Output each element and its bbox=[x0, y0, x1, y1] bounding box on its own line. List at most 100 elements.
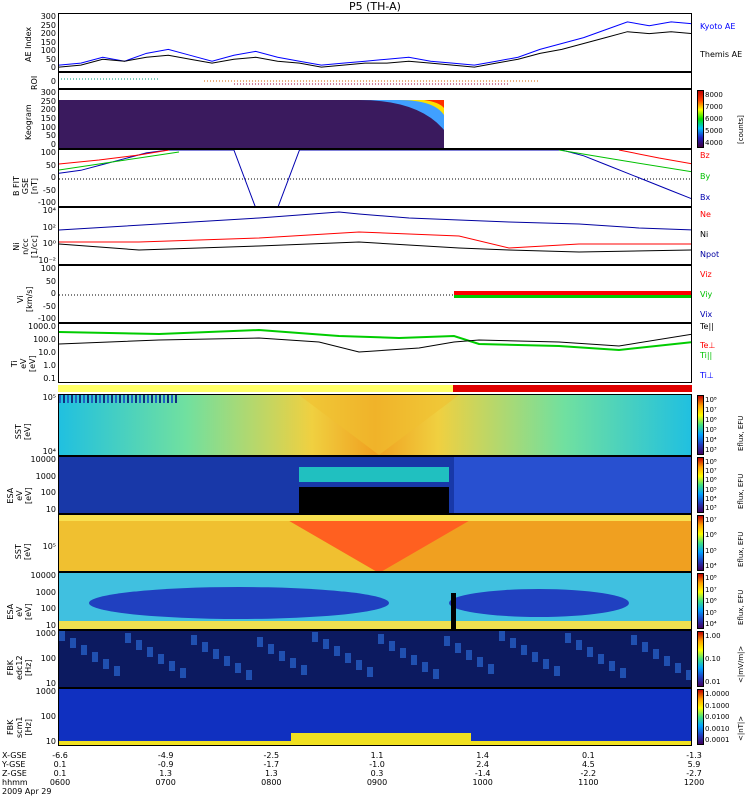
xaxis-value: -1.4 bbox=[474, 769, 491, 778]
xaxis-value: -1.0 bbox=[369, 760, 385, 769]
ion-sst-stripe bbox=[103, 395, 105, 403]
legend-te-par: Te|| bbox=[700, 322, 714, 331]
ae-index-svg bbox=[59, 21, 691, 68]
ion-sst-stripe bbox=[131, 395, 133, 403]
ion-esa-right bbox=[454, 457, 691, 513]
ion-sst-stripe bbox=[99, 395, 101, 403]
ion-sst-stripe bbox=[71, 395, 73, 403]
fbk-edc12-streak bbox=[356, 660, 362, 670]
y-tick-label: -50 bbox=[42, 301, 56, 311]
electron-sst-top bbox=[59, 515, 691, 521]
xaxis-column: -4.9 -0.9 1.3 0700 bbox=[152, 751, 180, 787]
y-tick-label: 100 bbox=[40, 264, 56, 273]
electron-esa-gap bbox=[451, 593, 456, 629]
fbk-edc12-streak bbox=[521, 645, 527, 655]
fbk-edc12-streak bbox=[444, 636, 450, 646]
colorbar-tick-label: 10⁸ bbox=[705, 458, 717, 466]
by-line-left bbox=[59, 151, 180, 171]
fbk-edc12-streak bbox=[466, 650, 472, 660]
fbk-edc12-streak bbox=[70, 638, 76, 648]
y-tick-label: 50 bbox=[45, 276, 56, 286]
colorbar-tick-label: 0.0010 bbox=[705, 724, 730, 733]
y-tick-label: 200 bbox=[40, 105, 56, 115]
fbk-edc12-streak bbox=[202, 642, 208, 652]
colorbar-tick-label: 4000 bbox=[705, 139, 723, 147]
fbk-scm1-bottom bbox=[59, 741, 691, 745]
fbk-edc12-streak bbox=[257, 637, 263, 647]
y-tick-label: 250 bbox=[40, 96, 56, 106]
ion-sst-stripe bbox=[63, 395, 65, 403]
xaxis-value: 0900 bbox=[366, 778, 388, 787]
xaxis-value: -0.9 bbox=[157, 760, 174, 769]
viz-band bbox=[454, 291, 691, 296]
xaxis-column: 1.4 2.4 -1.4 1000 bbox=[469, 751, 497, 787]
fbk-edc12-streak bbox=[268, 644, 274, 654]
y-tick-label: 50 bbox=[45, 131, 56, 141]
y-tick-label: 10 bbox=[45, 621, 56, 630]
ion-sst-stripe bbox=[67, 395, 69, 403]
xaxis-value: 0.3 bbox=[370, 769, 384, 778]
ion-sst-center bbox=[299, 395, 459, 455]
fbk-edc12-streak bbox=[587, 647, 593, 657]
electron-esa-bottom bbox=[59, 621, 691, 629]
fbk-edc12-streak bbox=[598, 654, 604, 664]
xaxis-value: -2.5 bbox=[263, 751, 280, 760]
fbk-edc12-svg bbox=[59, 631, 691, 687]
ion-sst-stripe bbox=[135, 395, 137, 403]
fbk-edc12-streak bbox=[488, 664, 494, 674]
ion-sst-stripe bbox=[167, 395, 169, 403]
mode-bar-fast bbox=[453, 385, 692, 392]
ion-esa-svg bbox=[59, 457, 691, 513]
colorbar-tick-label: 10⁶ bbox=[705, 531, 717, 540]
y-tick-label: 100 bbox=[40, 604, 56, 614]
density-panel bbox=[58, 207, 692, 265]
fbk-edc12-streak bbox=[400, 648, 406, 658]
fbk-edc12-streak bbox=[576, 640, 582, 650]
ion-sst-stripe bbox=[147, 395, 149, 403]
y-tick-label: 10 bbox=[45, 737, 56, 746]
colorbar-tick-label: 10⁵ bbox=[705, 426, 717, 434]
ion-sst-colorbar bbox=[697, 395, 704, 455]
date-label: 2009 Apr 29 bbox=[2, 787, 52, 796]
ni-line bbox=[59, 211, 691, 231]
fbk-edc12-streak bbox=[477, 657, 483, 667]
fbk-edc12-streak bbox=[455, 643, 461, 653]
colorbar-tick-label: 0.1000 bbox=[705, 701, 730, 710]
y-tick-label: 10⁴ bbox=[42, 206, 56, 215]
legend-ti-par: Ti|| bbox=[700, 351, 713, 360]
legend-viz: Viz bbox=[700, 270, 712, 279]
y-gse-label: Y-GSE bbox=[2, 760, 26, 769]
fbk-edc12-streak bbox=[169, 661, 175, 671]
y-tick-label: 1000 bbox=[35, 687, 56, 696]
roi-svg bbox=[61, 78, 539, 85]
ion-sst-stripe bbox=[159, 395, 161, 403]
colorbar-tick-label: 10⁶ bbox=[705, 476, 717, 485]
hhmm-label: hhmm bbox=[2, 778, 28, 787]
fbk-edc12-streak bbox=[631, 635, 637, 645]
fbk-edc12-streak bbox=[92, 652, 98, 662]
fbk-edc12-streak bbox=[532, 652, 538, 662]
electron-esa-svg bbox=[59, 573, 691, 629]
colorbar-tick-label: 10⁵ bbox=[705, 608, 717, 617]
keogram-bright-1 bbox=[359, 100, 444, 130]
ion-sst-stripe bbox=[79, 395, 81, 403]
xaxis-value: 1200 bbox=[683, 778, 705, 787]
fbk-scm1-svg bbox=[59, 689, 691, 745]
xaxis-value: 0800 bbox=[261, 778, 282, 787]
xaxis-value: -2.2 bbox=[580, 769, 597, 778]
fbk-edc12-streak bbox=[686, 670, 691, 680]
electron-sst-left bbox=[59, 515, 376, 571]
fbk-edc12-streak bbox=[81, 645, 87, 655]
xaxis-value: 1100 bbox=[578, 778, 599, 787]
y-tick-label: 0 bbox=[50, 77, 56, 86]
xaxis-value: 1.3 bbox=[264, 769, 278, 778]
xaxis-row-labels: X-GSE Y-GSE Z-GSE hhmm 2009 Apr 29 bbox=[2, 751, 51, 796]
ti-line bbox=[59, 328, 691, 352]
legend-te-perp: Te⊥ bbox=[700, 341, 716, 350]
legend-kyoto-ae: Kyoto AE bbox=[700, 22, 736, 31]
colorbar-title: Eflux, EFU bbox=[737, 415, 745, 451]
fbk-edc12-streak bbox=[433, 669, 439, 679]
y-tick-label: 0 bbox=[50, 140, 56, 149]
fbk-edc12-streak bbox=[103, 659, 109, 669]
velocity-panel bbox=[58, 265, 692, 323]
